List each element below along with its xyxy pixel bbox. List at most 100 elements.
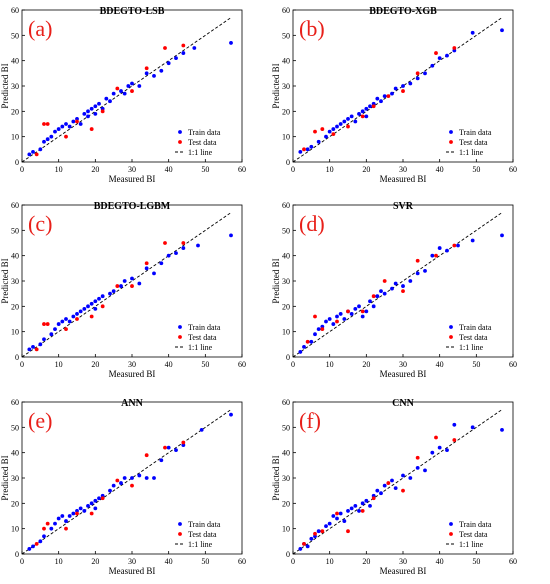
chart-title: BDEGTO-LGBM (94, 201, 171, 212)
train-point (56, 322, 61, 326)
train-point (119, 284, 123, 288)
x-tick-label: 40 (436, 165, 444, 174)
train-point (42, 139, 46, 144)
x-axis-label: Measured BI (109, 369, 156, 379)
train-point (331, 514, 336, 518)
y-tick-label: 30 (11, 82, 19, 91)
train-point (130, 476, 134, 480)
test-point (75, 511, 79, 516)
train-point (382, 483, 387, 488)
train-point (42, 337, 46, 342)
y-tick-label: 60 (282, 398, 290, 407)
train-point (316, 327, 321, 332)
test-point (75, 317, 79, 321)
train-point (375, 488, 380, 493)
train-point (71, 314, 76, 319)
train-point (338, 511, 343, 516)
x-tick-label: 10 (55, 165, 63, 174)
train-point (82, 306, 87, 311)
legend-line-label: 1:1 line (459, 148, 484, 157)
train-point (60, 514, 65, 518)
test-point (115, 284, 120, 288)
train-point (415, 465, 420, 470)
x-tick-label: 20 (91, 557, 99, 566)
test-point (130, 89, 134, 93)
x-axis-label: Measured BI (380, 566, 427, 576)
one-to-one-line (21, 409, 232, 555)
x-tick-label: 50 (472, 165, 480, 174)
legend-test-label: Test data (188, 530, 217, 539)
y-axis-label: Predicted BI (0, 455, 10, 500)
legend-train-marker (449, 130, 453, 134)
train-point (408, 476, 413, 480)
chart-title: SVR (393, 201, 414, 212)
x-tick-label: 0 (20, 557, 24, 566)
panel-label: (b) (299, 16, 325, 41)
train-point (53, 521, 57, 526)
train-point (390, 286, 394, 291)
x-tick-label: 50 (201, 165, 209, 174)
test-point (346, 124, 350, 129)
train-point (49, 332, 54, 337)
train-point (97, 496, 101, 501)
train-point (78, 309, 83, 314)
train-point (353, 306, 358, 311)
chart-panel: 0 10 20 30 40 50 60 0 10 20 30 40 50 60 Measured BI Pre… (271, 201, 517, 379)
train-point (64, 519, 68, 523)
train-point (305, 147, 310, 152)
y-tick-label: 50 (11, 226, 19, 235)
train-point (342, 317, 347, 321)
train-point (166, 445, 171, 450)
test-point (144, 261, 149, 266)
train-point (371, 304, 376, 309)
x-tick-label: 20 (362, 360, 370, 369)
train-point (338, 312, 343, 316)
test-point (331, 132, 336, 137)
y-tick-label: 10 (282, 328, 290, 337)
legend-train-label: Train data (459, 323, 492, 332)
y-tick-label: 30 (282, 82, 290, 91)
train-point (64, 317, 68, 321)
x-tick-label: 40 (436, 360, 444, 369)
train-point (71, 119, 76, 124)
train-point (89, 106, 94, 111)
y-axis-label: Predicted BI (271, 63, 281, 108)
train-point (357, 509, 361, 513)
train-point (470, 425, 475, 430)
test-point (335, 511, 339, 516)
legend-line-label: 1:1 line (188, 540, 213, 549)
y-tick-label: 50 (11, 423, 19, 432)
train-point (324, 319, 328, 324)
train-point (45, 137, 50, 142)
test-point (452, 46, 457, 50)
train-point (364, 114, 369, 119)
test-point (144, 66, 149, 71)
y-tick-label: 50 (282, 423, 290, 432)
x-tick-label: 40 (436, 557, 444, 566)
y-tick-label: 40 (282, 252, 290, 261)
legend-line-label: 1:1 line (188, 343, 213, 352)
legend-train-label: Train data (188, 323, 221, 332)
train-point (437, 445, 442, 450)
legend-test-label: Test data (459, 333, 488, 342)
x-tick-label: 60 (509, 165, 517, 174)
train-point (401, 284, 405, 288)
test-point (181, 43, 186, 48)
train-point (375, 96, 380, 101)
test-point (415, 258, 420, 263)
train-point (353, 119, 358, 124)
x-tick-label: 10 (326, 360, 334, 369)
train-point (415, 76, 420, 81)
legend-test-marker (178, 140, 182, 144)
train-point (38, 539, 43, 544)
x-tick-label: 40 (165, 360, 173, 369)
y-tick-label: 30 (11, 474, 19, 483)
x-tick-label: 30 (128, 165, 136, 174)
train-point (379, 491, 383, 496)
one-to-one-line (292, 212, 503, 358)
train-point (56, 516, 61, 521)
test-point (163, 241, 167, 245)
chart-title: BDEGTO-XGB (369, 6, 437, 17)
train-point (122, 91, 127, 96)
train-point (31, 344, 35, 349)
